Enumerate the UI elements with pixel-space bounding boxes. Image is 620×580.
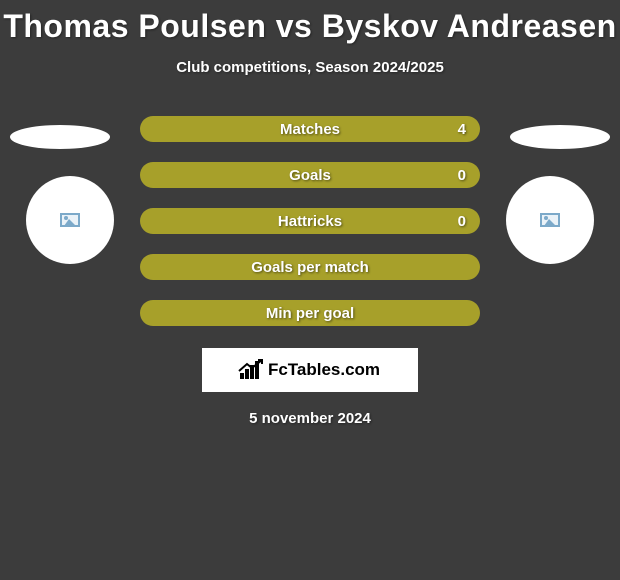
stat-bar-goals: Goals 0	[140, 162, 480, 188]
stat-label: Goals	[289, 167, 331, 184]
stat-bar-goals-per-match: Goals per match	[140, 254, 480, 280]
brand-logo: FcTables.com	[202, 348, 418, 392]
stat-bar-hattricks: Hattricks 0	[140, 208, 480, 234]
stat-bar-min-per-goal: Min per goal	[140, 300, 480, 326]
stat-label: Matches	[280, 121, 340, 138]
brand-chart-icon	[240, 361, 262, 379]
stat-value: 0	[458, 213, 466, 230]
arrow-icon	[238, 359, 264, 373]
stat-label: Goals per match	[251, 259, 369, 276]
stat-value: 0	[458, 167, 466, 184]
stat-label: Min per goal	[266, 305, 354, 322]
page-title: Thomas Poulsen vs Byskov Andreasen	[0, 0, 620, 45]
stat-bar-matches: Matches 4	[140, 116, 480, 142]
stat-value: 4	[458, 121, 466, 138]
stat-bars: Matches 4 Goals 0 Hattricks 0 Goals per …	[0, 116, 620, 326]
page-subtitle: Club competitions, Season 2024/2025	[0, 59, 620, 76]
date-label: 5 november 2024	[0, 410, 620, 427]
stat-label: Hattricks	[278, 213, 342, 230]
brand-text: FcTables.com	[268, 360, 380, 380]
